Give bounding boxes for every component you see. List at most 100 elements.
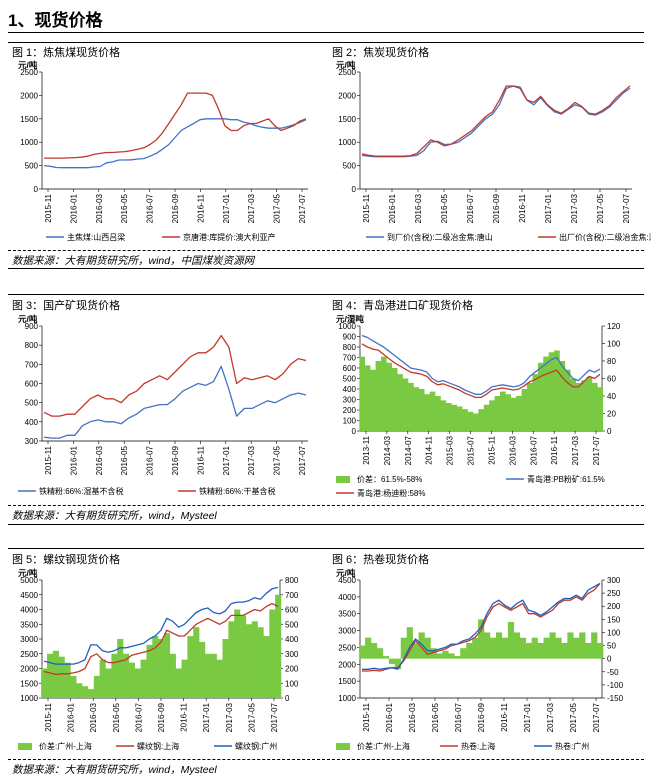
x-tick-label: 2017-05 xyxy=(273,193,282,223)
area-bar xyxy=(548,352,555,431)
y-unit-label: 元/湿吨 xyxy=(336,314,364,324)
y2-tick-label: 0 xyxy=(285,694,290,703)
series-line xyxy=(43,334,307,417)
y-tick-label: 1000 xyxy=(338,322,356,331)
area-bar xyxy=(380,356,387,431)
area-bar xyxy=(222,639,229,698)
area-bar xyxy=(87,689,95,698)
area-bar xyxy=(456,406,463,431)
area-bar xyxy=(478,619,485,659)
y-tick-label: 2500 xyxy=(20,68,38,77)
area-bar xyxy=(499,391,506,431)
x-tick-label: 2016-01 xyxy=(385,702,394,732)
y-tick-label: 2000 xyxy=(20,91,38,100)
area-bar xyxy=(436,653,443,659)
legend-label: 价差：61.5%-58% xyxy=(357,474,422,484)
area-bar xyxy=(394,658,402,670)
source-1: 数据来源：大有期货研究所，wind，中国煤炭资源网 xyxy=(12,255,255,267)
area-bar xyxy=(537,642,544,659)
chart3-title: 图 3：国产矿现货价格 xyxy=(12,300,121,312)
x-tick-label: 2016-07 xyxy=(134,702,143,732)
area-bar xyxy=(531,637,538,659)
x-tick-label: 2016-09 xyxy=(171,193,180,223)
page-title: 1、现货价格 xyxy=(8,11,103,30)
y-unit-label: 元/吨 xyxy=(18,314,38,324)
x-tick-label: 2016-05 xyxy=(112,702,121,732)
y-tick-label: 1000 xyxy=(20,138,38,147)
area-bar xyxy=(521,389,528,431)
chart-2: 元/吨 0 500 1000 1500 2000 2500 2015-11 2016-01 201… xyxy=(336,60,651,242)
y-tick-label: 1500 xyxy=(20,115,38,124)
area-bar xyxy=(406,627,413,659)
area-bar xyxy=(375,361,382,431)
series-line xyxy=(361,343,601,399)
y2-tick-label: -100 xyxy=(607,681,624,690)
area-bar xyxy=(99,659,106,698)
chart6-title: 图 6：热卷现货价格 xyxy=(332,554,430,566)
y-tick-label: 2000 xyxy=(338,91,356,100)
area-bar xyxy=(257,627,264,698)
area-bar xyxy=(564,369,571,431)
area-bar xyxy=(251,621,258,698)
area-bar xyxy=(561,642,568,659)
legend-swatch xyxy=(336,743,350,750)
y-tick-label: 900 xyxy=(343,333,357,342)
area-bar xyxy=(501,637,509,659)
area-bar xyxy=(370,369,376,431)
x-tick-label: 2014-03 xyxy=(383,435,392,465)
area-bar xyxy=(575,382,582,431)
area-bar xyxy=(472,413,479,431)
y-tick-label: 2500 xyxy=(20,650,38,659)
area-bar xyxy=(263,636,270,698)
y-tick-label: 4000 xyxy=(20,606,38,615)
x-tick-label: 2017-07 xyxy=(298,193,307,223)
area-bar xyxy=(158,639,165,698)
area-bar xyxy=(483,404,490,431)
series-line xyxy=(43,365,307,439)
y2-tick-label: -150 xyxy=(607,694,624,703)
x-tick-label: 2017-01 xyxy=(202,702,211,732)
x-tick-label: 2016-11 xyxy=(500,702,509,731)
area-bar xyxy=(532,374,539,431)
area-bar xyxy=(442,650,449,659)
y2-tick-label: 100 xyxy=(607,340,621,349)
area-bar xyxy=(543,356,549,431)
area-bar xyxy=(489,400,495,431)
area-bar xyxy=(275,594,282,698)
area-bar xyxy=(516,396,522,431)
x-tick-label: 2016-03 xyxy=(89,702,98,732)
x-tick-label: 2016-03 xyxy=(508,435,517,465)
area-bar xyxy=(567,632,574,659)
area-bar xyxy=(41,668,48,698)
area-bar xyxy=(140,659,147,698)
legend-label: 主焦煤:山西吕梁 xyxy=(67,232,125,242)
y2-tick-label: 700 xyxy=(285,591,299,600)
area-bar xyxy=(245,624,253,698)
x-tick-label: 2016-09 xyxy=(157,702,166,732)
x-tick-label: 2016-01 xyxy=(69,445,78,475)
x-tick-label: 2016-07 xyxy=(146,445,155,475)
area-bar xyxy=(400,637,407,659)
row3-top-rule xyxy=(8,548,644,549)
area-bar xyxy=(134,668,141,698)
x-tick-label: 2016-03 xyxy=(408,702,417,732)
series-line xyxy=(361,85,631,157)
x-tick-label: 2017-03 xyxy=(570,193,579,223)
source-3: 数据来源：大有期货研究所，wind，Mysteel xyxy=(12,764,217,776)
area-bar xyxy=(413,387,420,431)
legend-label: 出厂价(含税):二级冶金焦:潍坊 xyxy=(559,232,651,242)
y2-tick-label: 800 xyxy=(285,576,299,585)
x-tick-label: 2017-07 xyxy=(298,445,307,475)
chart-1: 元/吨 0 500 1000 1500 2000 2500 2015-11 2016-01 201… xyxy=(18,60,308,242)
area-bar xyxy=(527,382,533,431)
x-tick-label: 2017-03 xyxy=(247,445,256,475)
y2-tick-label: 20 xyxy=(607,410,616,419)
y-tick-label: 500 xyxy=(343,162,357,171)
chart-3: 元/吨 300 400 500 600 700 800 900 2015-11 2016-01 20… xyxy=(18,314,308,496)
x-tick-label: 2017-05 xyxy=(247,702,256,732)
area-bar xyxy=(386,362,393,431)
row2-end-rule xyxy=(8,524,644,525)
y-tick-label: 4500 xyxy=(338,576,356,585)
x-tick-label: 2015-11 xyxy=(362,193,371,222)
area-bar xyxy=(559,361,566,431)
